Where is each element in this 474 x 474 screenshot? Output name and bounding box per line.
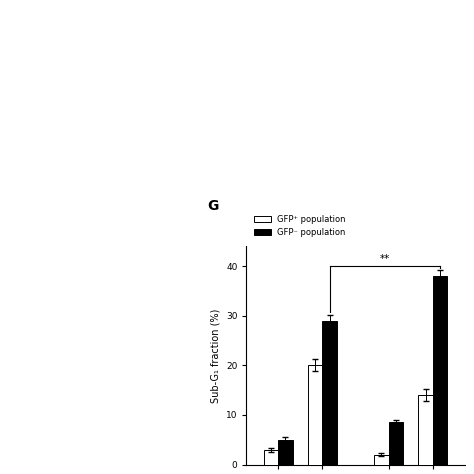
- Bar: [278, 440, 292, 465]
- Text: G: G: [207, 199, 219, 212]
- Bar: [389, 422, 402, 465]
- Y-axis label: Sub-G₁ fraction (%): Sub-G₁ fraction (%): [210, 308, 220, 403]
- Text: **: **: [380, 254, 390, 264]
- Bar: [419, 395, 433, 465]
- Bar: [322, 321, 337, 465]
- Bar: [433, 276, 447, 465]
- Bar: [264, 450, 278, 465]
- Bar: [374, 455, 389, 465]
- Legend: GFP⁺ population, GFP⁻ population: GFP⁺ population, GFP⁻ population: [251, 211, 349, 240]
- Bar: [309, 365, 322, 465]
